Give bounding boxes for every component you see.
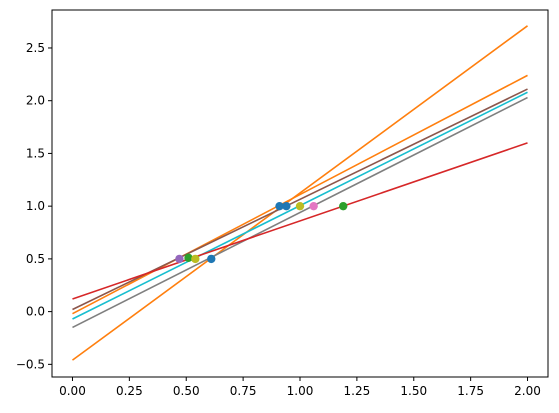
data-point-1 <box>207 254 216 264</box>
data-point-9 <box>339 201 348 211</box>
x-tick-label: 0.25 <box>116 384 143 398</box>
series-line-6 <box>72 142 528 300</box>
y-tick-label: 0.0 <box>26 305 45 319</box>
data-point-4 <box>175 254 184 264</box>
y-tick-label: 0.5 <box>26 252 45 266</box>
y-tick-label: −0.5 <box>16 357 45 371</box>
data-points <box>175 201 348 264</box>
series-line-5 <box>72 96 528 329</box>
y-tick-label: 2.0 <box>26 94 45 108</box>
y-tick-label: 1.0 <box>26 199 45 213</box>
series-line-2 <box>72 74 528 315</box>
data-point-3 <box>282 201 291 211</box>
x-tick-label: 0.00 <box>59 384 86 398</box>
x-tick-label: 1.25 <box>344 384 371 398</box>
y-tick-label: 2.5 <box>26 41 45 55</box>
series-line-1 <box>72 25 528 361</box>
data-point-6 <box>191 254 200 264</box>
data-point-8 <box>309 201 318 211</box>
x-tick-label: 0.75 <box>230 384 257 398</box>
x-axis: 0.00 0.25 0.50 0.75 1.00 1.25 1.50 1.75 2.00 <box>59 377 541 398</box>
data-point-5 <box>184 253 193 263</box>
data-point-7 <box>295 201 305 211</box>
y-axis: −0.5 0.0 0.5 1.0 1.5 2.0 2.5 <box>16 41 52 371</box>
data-point-2 <box>275 201 284 211</box>
y-tick-label: 1.5 <box>26 146 45 160</box>
x-tick-label: 1.50 <box>400 384 427 398</box>
x-tick-label: 2.00 <box>514 384 541 398</box>
x-tick-label: 1.75 <box>457 384 484 398</box>
x-tick-label: 1.00 <box>287 384 314 398</box>
x-tick-label: 0.50 <box>173 384 200 398</box>
